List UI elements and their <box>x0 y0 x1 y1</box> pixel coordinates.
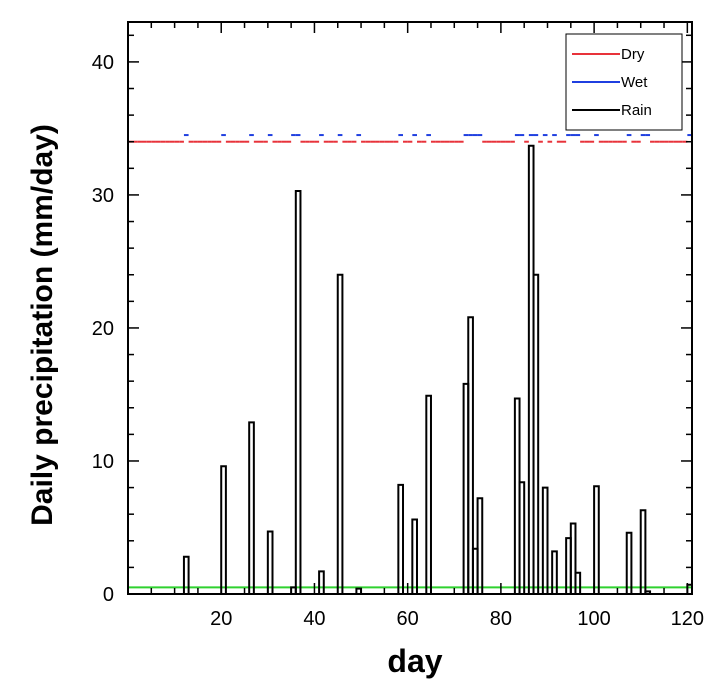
rain-bar <box>182 555 190 594</box>
rain-bar <box>220 465 227 594</box>
rain-bar <box>425 394 432 594</box>
x-tick-label: 100 <box>577 608 610 630</box>
rain-bar <box>625 531 633 594</box>
x-tick-label: 40 <box>303 608 325 630</box>
plot-border <box>127 21 693 595</box>
x-axis: 20 40 60 80 100 120 <box>150 22 704 630</box>
x-tick-label: 120 <box>671 608 704 630</box>
y-axis: 0 10 20 30 40 <box>92 34 692 606</box>
y-tick-label: 30 <box>92 185 114 207</box>
rain-bar <box>266 530 274 594</box>
y-tick-label: 40 <box>92 52 114 74</box>
plot-frame <box>127 21 693 595</box>
rain-series <box>128 144 693 595</box>
rain-bar <box>569 522 577 594</box>
rain-bar <box>532 273 540 594</box>
rain-bar <box>551 550 558 594</box>
rain-bar <box>467 316 474 594</box>
legend-label: Rain <box>621 102 652 119</box>
legend-label: Wet <box>621 74 648 91</box>
x-tick-label: 60 <box>397 608 419 630</box>
legend: Dry Wet Rain <box>565 33 683 131</box>
y-tick-label: 20 <box>92 318 114 340</box>
x-tick-label: 80 <box>490 608 512 630</box>
rain-bar <box>318 570 325 594</box>
rain-bar <box>593 485 600 594</box>
rain-bar <box>248 421 255 594</box>
rain-bar <box>541 486 549 594</box>
legend-label: Dry <box>621 46 645 63</box>
rain-bar <box>518 481 526 594</box>
rain-bar <box>639 509 647 594</box>
rain-bar <box>411 518 418 594</box>
rain-bar <box>294 189 302 594</box>
rain-bar <box>336 273 344 594</box>
x-tick-label: 20 <box>210 608 232 630</box>
y-tick-label: 0 <box>103 584 114 606</box>
rain-bar <box>574 571 582 594</box>
rain-bar <box>644 590 652 594</box>
rain-bar <box>397 483 405 594</box>
x-axis-title: day <box>387 643 442 679</box>
rain-bar <box>476 497 484 594</box>
y-axis-title: Daily precipitation (mm/day) <box>26 124 59 526</box>
y-tick-label: 10 <box>92 451 114 473</box>
